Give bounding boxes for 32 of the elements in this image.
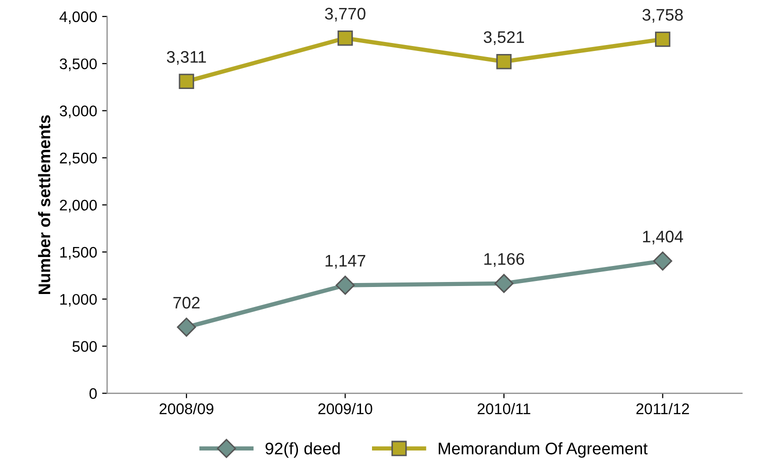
point [176, 318, 196, 337]
y-tick-label: 500 [72, 341, 97, 352]
y-tick-label: 3,500 [60, 58, 97, 72]
y-tick-label: 2,500 [60, 152, 97, 166]
x-tick-label: 2009/10 [318, 403, 372, 414]
x-tick-label: 2008/09 [160, 403, 214, 414]
point [496, 54, 512, 70]
point [655, 32, 670, 47]
point [336, 276, 355, 295]
legend-label: Memorandum Of Agreement [438, 442, 648, 458]
data-label: 3,770 [324, 8, 366, 22]
x-tick-label: 2011/12 [636, 403, 689, 414]
data-label: 1,404 [643, 230, 684, 244]
data-label: 3,311 [166, 51, 206, 65]
y-tick-label: 1,000 [60, 294, 97, 307]
y-axis-title: Number of settlements [38, 115, 50, 294]
legend-label: 92(f) deed [266, 442, 340, 458]
data-label: 702 [173, 296, 200, 309]
data-label: 3,758 [642, 8, 683, 23]
point [494, 274, 514, 293]
x-tick-label: 2010/11 [478, 403, 530, 414]
y-tick-label: 3,000 [60, 106, 97, 118]
point [338, 30, 353, 46]
y-tick-label: 4,000 [60, 11, 97, 24]
data-label: 1,166 [484, 253, 524, 267]
y-tick-label: 0 [89, 388, 97, 399]
data-label: 3,521 [484, 31, 524, 46]
data-label: 1,147 [326, 255, 366, 269]
y-tick-label: 1,500 [60, 246, 97, 260]
y-tick-label: 2,000 [60, 200, 97, 212]
point [653, 251, 672, 271]
point [178, 74, 194, 90]
